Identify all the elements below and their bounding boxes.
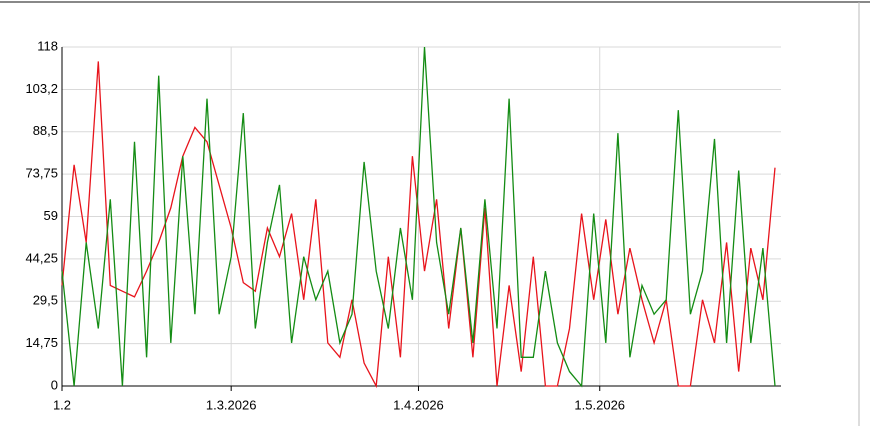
y-tick-label: 29,5 — [33, 293, 58, 308]
y-tick-label: 73,75 — [25, 166, 58, 181]
y-tick-label: 0 — [51, 377, 58, 392]
x-tick-label: 1.2 — [53, 397, 71, 412]
x-tick-label: 1.4.2026 — [393, 397, 444, 412]
y-tick-label: 118 — [37, 38, 58, 53]
y-tick-label: 14,75 — [25, 335, 58, 350]
y-tick-label: 103,2 — [25, 81, 58, 96]
y-tick-label: 44,25 — [25, 250, 58, 265]
y-tick-label: 88,5 — [33, 123, 58, 138]
data-line — [61, 46, 776, 388]
data-line — [61, 61, 776, 389]
x-tick-label: 1.5.2026 — [574, 397, 625, 412]
y-tick-label: 59 — [44, 208, 58, 223]
x-tick-label: 1.3.2026 — [206, 397, 257, 412]
